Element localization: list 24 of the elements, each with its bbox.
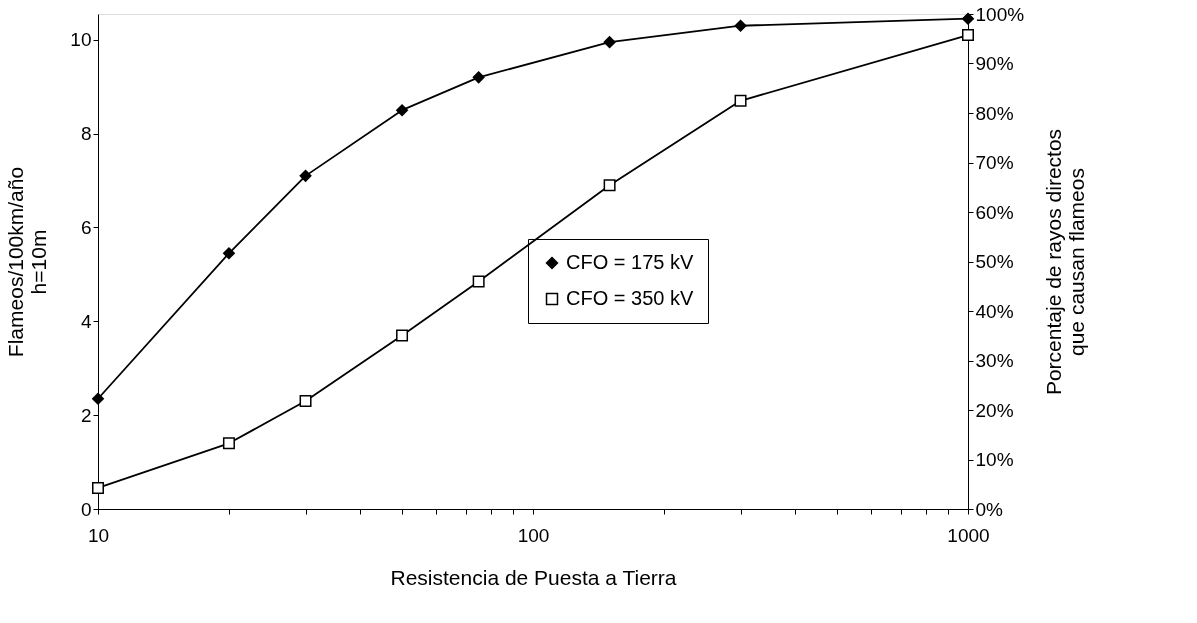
- y-tick-label: 0: [80, 498, 92, 520]
- y-tick-label: 10: [70, 29, 92, 51]
- y2-tick-label: 70%: [975, 152, 1014, 173]
- y2-tick-label: 30%: [975, 350, 1014, 371]
- x-axis-title: Resistencia de Puesta a Tierra: [390, 565, 677, 589]
- x-tick-label: 1000: [947, 524, 990, 546]
- y2-tick-label: 80%: [975, 102, 1014, 124]
- y-tick-label: 6: [80, 216, 92, 238]
- y-tick-label: 2: [80, 404, 92, 426]
- y2-tick-label: 0%: [975, 498, 1004, 520]
- y-tick-label: 4: [80, 310, 92, 332]
- y2-tick-label: 90%: [975, 53, 1014, 74]
- y2-axis-title: Porcentaje de rayos directos que causan flameos: [1042, 128, 1089, 396]
- legend-label: CFO = 175 kV: [566, 251, 694, 273]
- y2-tick-label: 20%: [975, 399, 1014, 421]
- y2-tick-label: 10%: [975, 449, 1014, 470]
- y-tick-label: 8: [80, 123, 92, 145]
- x-tick-label: 100: [517, 524, 550, 546]
- legend-label: CFO = 350 kV: [566, 287, 694, 309]
- y2-tick-label: 40%: [975, 300, 1014, 322]
- y-axis-title: Flameos/100km/año h=10m: [4, 166, 51, 358]
- y2-tick-label: 60%: [975, 201, 1014, 223]
- y2-tick-label: 50%: [975, 251, 1014, 272]
- y2-tick-label: 100%: [975, 3, 1025, 25]
